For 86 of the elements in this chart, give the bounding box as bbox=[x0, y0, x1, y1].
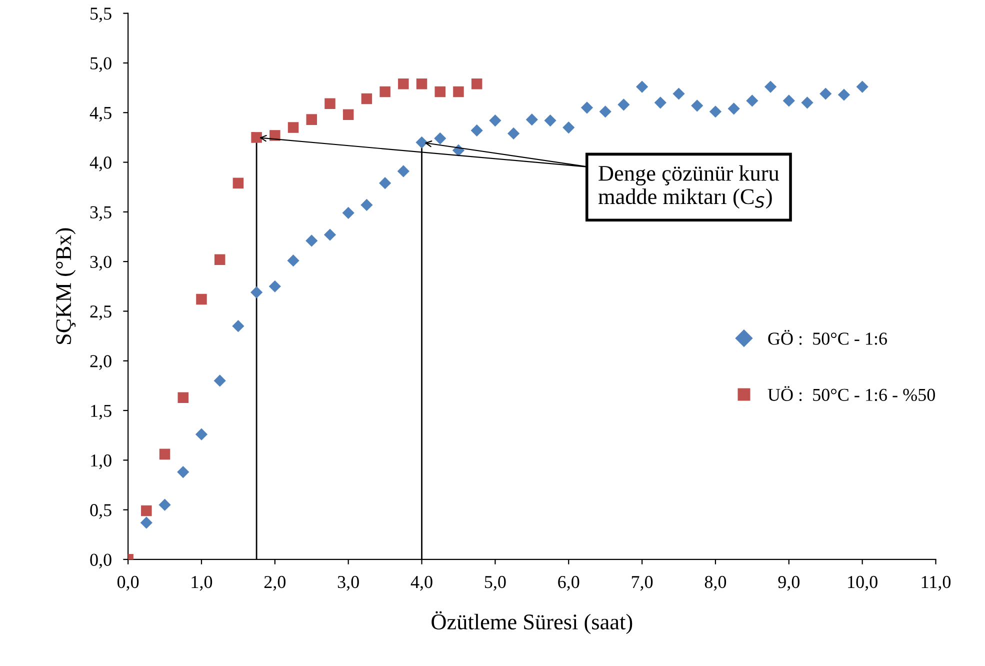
y-tick-label: 3,0 bbox=[90, 256, 112, 271]
point bbox=[470, 124, 483, 137]
point bbox=[471, 78, 482, 90]
point bbox=[287, 254, 300, 267]
point bbox=[691, 100, 704, 112]
point bbox=[636, 80, 648, 93]
point bbox=[654, 96, 666, 109]
y-tick-label: 5,0 bbox=[90, 57, 112, 72]
y-tick-label: 5,5 bbox=[90, 8, 112, 22]
x-tick-label: 11,0 bbox=[922, 576, 951, 591]
point bbox=[820, 88, 832, 100]
y-tick-label: 1,5 bbox=[91, 404, 112, 420]
point bbox=[159, 448, 170, 460]
y-tick-label: 1,0 bbox=[91, 454, 112, 470]
point bbox=[378, 177, 392, 190]
point bbox=[672, 88, 685, 100]
point bbox=[196, 294, 207, 305]
point bbox=[746, 94, 758, 107]
point bbox=[838, 88, 850, 101]
y-tick-label: 0,0 bbox=[90, 554, 112, 568]
x-tick-label: 6,0 bbox=[558, 576, 580, 591]
point bbox=[782, 94, 795, 107]
point bbox=[324, 98, 336, 110]
point bbox=[618, 98, 630, 111]
y-tick-label: 2,0 bbox=[90, 355, 112, 370]
point bbox=[507, 127, 520, 140]
x-tick-label: 1,0 bbox=[192, 576, 212, 591]
point bbox=[709, 106, 722, 118]
point bbox=[250, 286, 263, 298]
point bbox=[324, 228, 336, 241]
point bbox=[342, 206, 354, 219]
x-tick-label: 2,0 bbox=[264, 576, 286, 591]
legend-label: GÖ : 50°C - 1:6 bbox=[768, 330, 887, 345]
point bbox=[214, 374, 226, 387]
point bbox=[232, 320, 244, 332]
point bbox=[489, 114, 502, 127]
point bbox=[178, 392, 188, 403]
point bbox=[544, 114, 556, 127]
x-tick-label: 9,0 bbox=[778, 576, 800, 591]
point bbox=[195, 428, 208, 440]
point bbox=[453, 86, 464, 98]
x-tick-label: 10,0 bbox=[848, 576, 878, 591]
y-tick-label: 4,0 bbox=[90, 156, 112, 172]
point bbox=[397, 165, 410, 178]
point bbox=[599, 106, 612, 118]
point bbox=[416, 78, 428, 90]
y-axis-title: SÇKM (°Bx) bbox=[55, 228, 76, 344]
x-tick-label: 4,0 bbox=[410, 576, 432, 591]
point bbox=[728, 102, 740, 115]
y-tick-label: 0,5 bbox=[90, 504, 112, 519]
point bbox=[434, 86, 446, 98]
x-tick-label: 7,0 bbox=[632, 576, 653, 591]
y-tick-label: 2,5 bbox=[90, 306, 112, 320]
point bbox=[306, 114, 317, 125]
point bbox=[360, 198, 373, 212]
point bbox=[361, 93, 372, 104]
point bbox=[232, 178, 244, 188]
x-axis-title: Özütleme Süresi (saat) bbox=[432, 611, 632, 634]
point bbox=[141, 505, 152, 516]
point bbox=[158, 498, 171, 511]
point bbox=[764, 80, 777, 93]
point bbox=[306, 234, 318, 247]
point bbox=[580, 102, 594, 114]
point bbox=[251, 132, 262, 143]
point bbox=[268, 280, 281, 292]
point bbox=[526, 114, 538, 126]
point bbox=[342, 109, 354, 120]
point bbox=[380, 86, 390, 98]
x-tick-label: 3,0 bbox=[338, 576, 359, 591]
point bbox=[856, 80, 868, 93]
y-tick-label: 3,5 bbox=[90, 206, 112, 221]
point bbox=[140, 516, 152, 529]
point bbox=[288, 122, 299, 133]
point bbox=[416, 136, 428, 148]
x-tick-label: 8,0 bbox=[704, 576, 726, 591]
x-tick-label: 0,0 bbox=[117, 576, 139, 591]
point bbox=[434, 132, 446, 144]
y-tick-label: 4,5 bbox=[90, 106, 112, 122]
legend-label: UÖ : 50°C - 1:6 - %50 bbox=[768, 386, 935, 402]
point bbox=[214, 254, 226, 265]
point bbox=[562, 121, 575, 134]
point bbox=[177, 466, 190, 478]
point bbox=[398, 78, 409, 90]
point bbox=[801, 96, 814, 109]
x-tick-label: 5,0 bbox=[484, 576, 506, 591]
annotation: Denge çözünür kuru madde miktarı (C$_{S}$) bbox=[598, 165, 780, 209]
